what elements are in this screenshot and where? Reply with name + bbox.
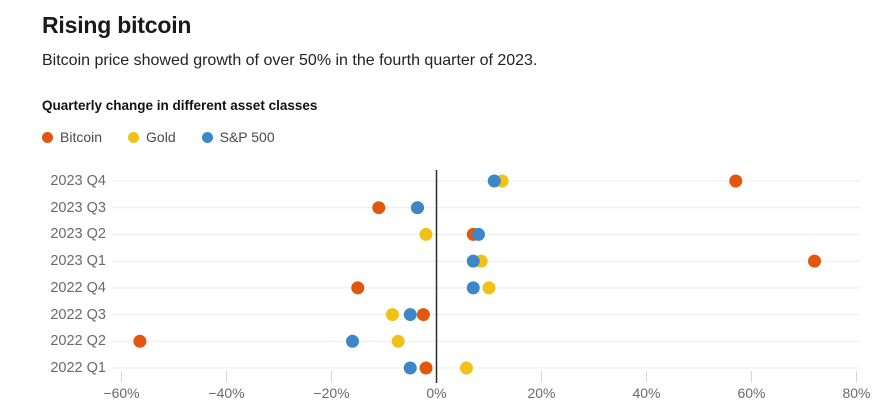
data-point bbox=[403, 361, 417, 375]
x-axis-label: 0% bbox=[426, 385, 447, 401]
x-axis-label: 60% bbox=[737, 385, 766, 401]
y-axis-label: 2023 Q2 bbox=[50, 226, 106, 243]
y-axis-label: 2022 Q1 bbox=[50, 360, 106, 376]
data-point bbox=[459, 361, 473, 375]
data-point bbox=[466, 281, 480, 295]
y-axis-label: 2023 Q3 bbox=[50, 199, 106, 216]
data-point bbox=[133, 334, 147, 348]
data-point bbox=[419, 227, 433, 241]
data-point bbox=[351, 281, 365, 295]
legend: Bitcoin Gold S&P 500 bbox=[42, 129, 275, 145]
x-axis-label: 80% bbox=[842, 385, 871, 401]
page-title: Rising bitcoin bbox=[42, 12, 192, 38]
x-axis-label: 20% bbox=[527, 385, 556, 401]
y-axis-label: 2023 Q4 bbox=[50, 173, 106, 189]
legend-item-gold: Gold bbox=[128, 129, 176, 145]
legend-label: Gold bbox=[146, 129, 176, 145]
legend-label: Bitcoin bbox=[60, 129, 103, 145]
y-axis-label: 2022 Q2 bbox=[50, 333, 106, 350]
data-point bbox=[487, 174, 501, 188]
chart-title: Quarterly change in different asset clas… bbox=[42, 98, 318, 113]
legend-label: S&P 500 bbox=[219, 129, 275, 145]
gold-dot-icon bbox=[128, 131, 140, 143]
data-point bbox=[416, 308, 430, 322]
data-point bbox=[391, 334, 405, 348]
legend-item-sp500: S&P 500 bbox=[201, 129, 275, 145]
data-point bbox=[403, 308, 417, 322]
data-point bbox=[466, 254, 480, 268]
data-point bbox=[729, 174, 743, 188]
data-point bbox=[472, 227, 485, 241]
sp500-dot-icon bbox=[201, 131, 213, 143]
x-axis-label: −20% bbox=[313, 385, 350, 401]
data-point bbox=[372, 201, 386, 215]
x-axis-label: −60% bbox=[103, 385, 140, 401]
data-point bbox=[385, 308, 399, 322]
data-point bbox=[346, 334, 359, 348]
data-point bbox=[482, 281, 496, 295]
bitcoin-dot-icon bbox=[42, 131, 53, 143]
y-axis-label: 2022 Q4 bbox=[50, 279, 106, 296]
x-axis-label: −40% bbox=[208, 385, 245, 401]
page-subtitle: Bitcoin price showed growth of over 50% … bbox=[42, 52, 538, 69]
data-point bbox=[808, 254, 821, 268]
data-point bbox=[411, 201, 425, 215]
data-point bbox=[419, 361, 433, 375]
y-axis-label: 2023 Q1 bbox=[50, 253, 106, 270]
legend-item-bitcoin: Bitcoin bbox=[42, 129, 102, 145]
y-axis-label: 2022 Q3 bbox=[50, 306, 106, 323]
x-axis-label: 40% bbox=[632, 385, 661, 401]
